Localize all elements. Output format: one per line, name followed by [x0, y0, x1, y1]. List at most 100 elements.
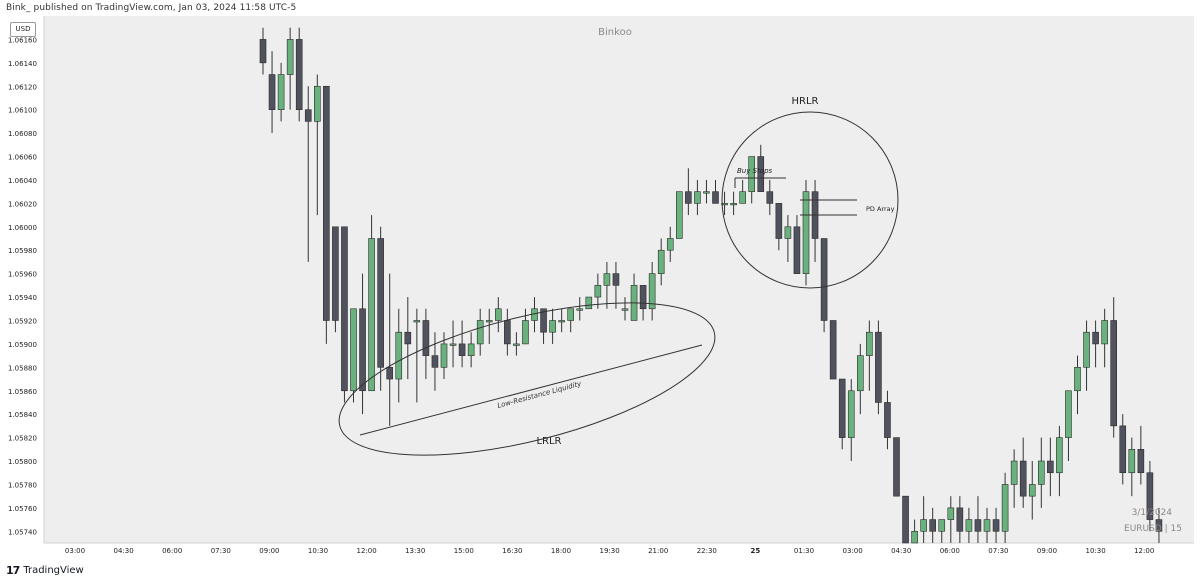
candle-body	[1028, 484, 1036, 497]
candle-body	[1083, 331, 1090, 368]
tradingview-logo-icon: 17	[6, 564, 20, 577]
candle-body	[639, 285, 647, 310]
candle-body	[1038, 460, 1045, 485]
price-axis: 1.05740 1.05760 1.05780 1.05800 1.05820 1.058…	[8, 36, 37, 536]
candle-body	[467, 343, 475, 356]
x-tick-label: 09:00	[259, 547, 279, 555]
candle-body	[675, 191, 683, 239]
candle-body	[648, 273, 656, 310]
candle-body	[793, 226, 801, 274]
x-tick-label: 10:30	[1086, 547, 1106, 555]
candle-body	[938, 519, 946, 532]
x-tick-label: 13:30	[405, 547, 425, 555]
x-tick-label: 21:00	[648, 547, 668, 555]
candle-body	[377, 238, 384, 368]
publish-header: Bink_ published on TradingView.com, Jan …	[6, 3, 297, 13]
candle-body	[1155, 519, 1163, 532]
candle-body	[313, 85, 321, 122]
candle-body	[1065, 390, 1072, 438]
candle-body	[721, 203, 728, 206]
candle-body	[386, 367, 394, 380]
y-tick-label: 1.05780	[8, 481, 37, 489]
candle-body	[476, 320, 484, 345]
buy-stops-label: Buy Stops	[737, 167, 773, 175]
candle-body	[956, 507, 964, 532]
x-tick-label: 16:30	[502, 547, 522, 555]
candle-body	[947, 507, 955, 520]
x-tick-label: 04:30	[114, 547, 134, 555]
candle-body	[295, 39, 303, 110]
candle-body	[567, 308, 575, 321]
candle-body	[784, 226, 792, 239]
candle-body	[1019, 460, 1027, 497]
candle-body	[413, 320, 421, 323]
candle-body	[775, 203, 783, 239]
candle-body	[440, 343, 448, 368]
candle-body	[856, 355, 864, 392]
y-tick-label: 1.06140	[8, 60, 37, 68]
y-tick-label: 1.05740	[8, 528, 37, 536]
candle-body	[359, 308, 366, 392]
x-tick-label: 09:00	[1037, 547, 1057, 555]
candle-body	[368, 238, 375, 392]
lrlr-label: LRLR	[536, 436, 561, 447]
candle-body	[323, 85, 330, 321]
candle-body	[666, 238, 674, 251]
candle-body	[268, 74, 276, 110]
candle-body	[929, 519, 937, 532]
y-tick-label: 1.05820	[8, 435, 37, 443]
candle-body	[531, 308, 538, 321]
candle-body	[277, 74, 285, 110]
candle-body	[603, 273, 611, 286]
candle-body	[504, 320, 511, 345]
x-tick-label: 22:30	[697, 547, 717, 555]
y-tick-label: 1.05840	[8, 411, 37, 419]
x-tick-label: 06:00	[162, 547, 182, 555]
candle-body	[1101, 320, 1108, 345]
y-tick-label: 1.06080	[8, 130, 37, 138]
candle-body	[332, 226, 339, 321]
candle-body	[712, 191, 719, 204]
candle-body	[1146, 472, 1154, 520]
time-axis: 03:00 04:30 06:00 07:30 09:00 10:30 12:00 13:30…	[65, 547, 1154, 555]
lrlr-ellipse	[338, 302, 716, 456]
candle-body	[431, 355, 439, 368]
candle-body	[703, 191, 710, 194]
candle-body	[304, 109, 312, 122]
candle-body	[739, 191, 746, 204]
candle-body	[458, 343, 466, 356]
x-tick-label: 07:30	[988, 547, 1008, 555]
y-tick-label: 1.05800	[8, 458, 37, 466]
candle-body	[549, 320, 556, 333]
x-tick-label: 18:00	[551, 547, 571, 555]
candle-body	[694, 191, 701, 204]
x-tick-label: 01:30	[794, 547, 814, 555]
candle-body	[558, 320, 565, 323]
x-tick-label: 03:00	[843, 547, 863, 555]
y-tick-label: 1.06040	[8, 177, 37, 185]
x-tick-label: 25	[751, 547, 761, 555]
candle-body	[911, 530, 918, 544]
candle-body	[847, 390, 855, 438]
candle-body	[1092, 331, 1099, 345]
y-tick-label: 1.05900	[8, 341, 37, 349]
pd-array-label: PD Array	[866, 205, 895, 213]
x-tick-label: 06:00	[940, 547, 960, 555]
candle-body	[829, 320, 837, 380]
y-tick-label: 1.06100	[8, 107, 37, 115]
x-tick-label: 12:00	[357, 547, 377, 555]
candle-body	[1110, 320, 1117, 427]
candle-body	[1056, 437, 1063, 474]
currency-button[interactable]: USD	[10, 22, 36, 37]
candle-body	[1001, 484, 1009, 532]
candle-body	[992, 519, 1000, 532]
low-resistance-trendline	[359, 344, 703, 436]
bottom-right-date: 3/1/2024	[1132, 508, 1173, 518]
y-tick-label: 1.05860	[8, 388, 37, 396]
candle-body	[449, 343, 457, 346]
x-tick-label: 04:30	[891, 547, 911, 555]
y-tick-label: 1.06000	[8, 224, 37, 232]
candle-body	[1010, 460, 1018, 485]
x-tick-label: 07:30	[211, 547, 231, 555]
